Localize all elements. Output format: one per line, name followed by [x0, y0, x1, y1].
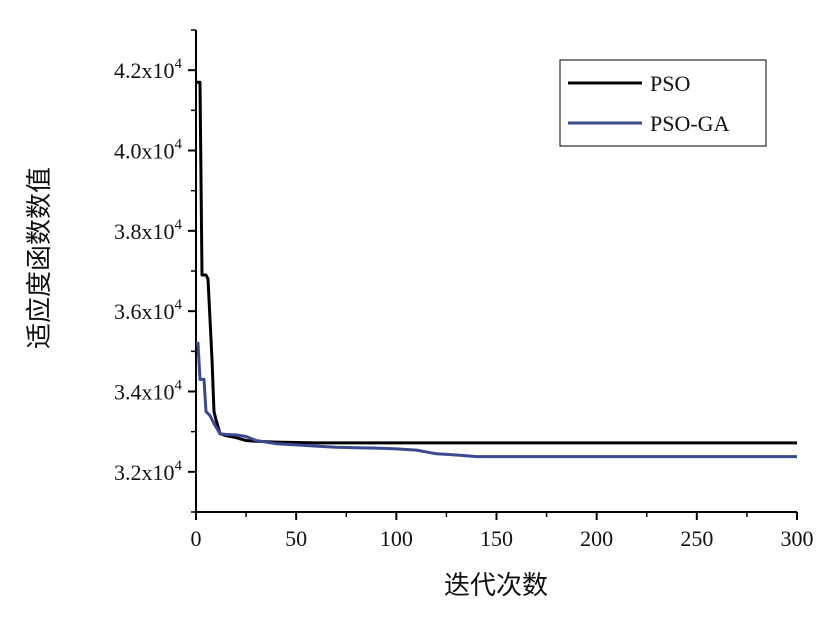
- series-line-pso-ga: [196, 341, 797, 459]
- x-tick-label: 250: [680, 526, 713, 551]
- y-tick-label: 4.0x104: [114, 137, 183, 164]
- x-tick-label: 50: [285, 526, 307, 551]
- y-tick-label: 3.6x104: [114, 297, 183, 324]
- legend-label-pso: PSO: [650, 71, 690, 96]
- series-line-pso: [196, 80, 797, 445]
- legend-label-pso-ga: PSO-GA: [650, 111, 730, 136]
- y-tick-labels: 3.2x104 3.4x104 3.6x104 3.8x104 4.0x104 4.2x1…: [114, 56, 183, 485]
- series-layer: [196, 80, 797, 459]
- axes: [188, 29, 798, 520]
- x-tick-label: 0: [191, 526, 202, 551]
- x-tick-label: 200: [580, 526, 613, 551]
- legend: PSO PSO-GA: [559, 59, 767, 147]
- y-axis-title: 适应度函数数值: [25, 167, 55, 349]
- x-tick-label: 100: [380, 526, 413, 551]
- y-tick-label: 3.8x104: [114, 217, 183, 244]
- y-tick-label: 3.4x104: [114, 378, 183, 405]
- y-tick-label: 4.2x104: [114, 56, 183, 83]
- x-axis-title: 迭代次数: [444, 571, 548, 601]
- x-tick-label: 300: [781, 526, 814, 551]
- legend-frame: [559, 59, 767, 147]
- y-tick-label: 3.2x104: [114, 458, 183, 485]
- x-tick-labels: 0 50 100 150 200 250 300: [191, 526, 814, 551]
- x-tick-label: 150: [480, 526, 513, 551]
